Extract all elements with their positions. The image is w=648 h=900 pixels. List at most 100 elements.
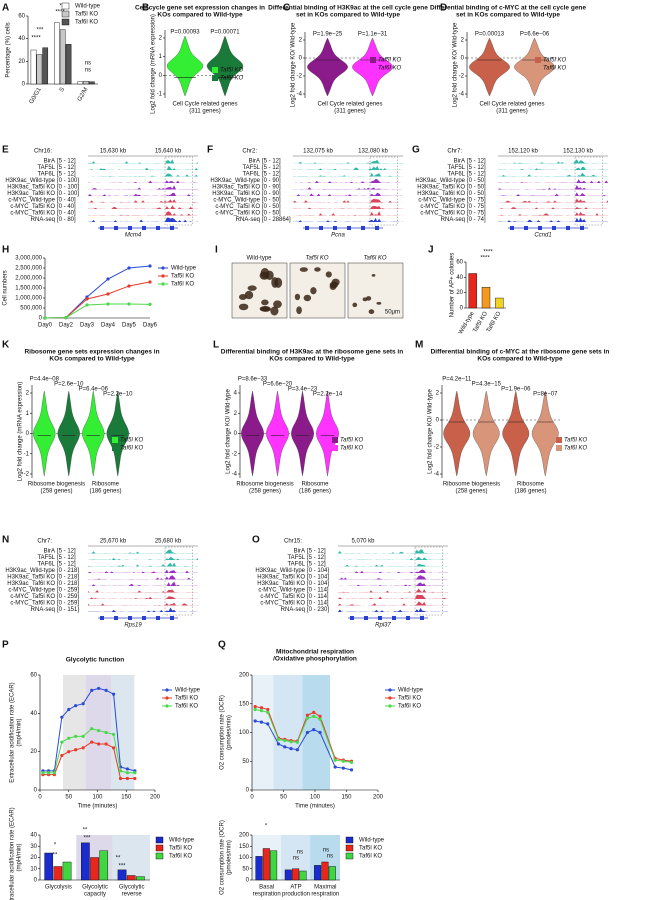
group-label: (186 genes) [299,489,331,495]
violin [266,390,289,477]
track-name: H3K9ac_Wild-type [5,568,55,574]
signal-track [498,211,608,216]
point [85,303,89,307]
track-name: TAF5L [287,555,305,561]
legend-swatch [556,445,562,451]
violin [57,390,80,477]
bar [44,852,54,881]
track-range: [0 - 90] [262,185,281,191]
panel-title: Cell cycle gene set expression changes i… [135,5,265,12]
track-name: c-MYC_Taf5l KO [10,204,55,210]
y-tick-label: 2 [461,38,465,44]
x-axis-label: Time (minutes) [295,804,335,810]
point [104,730,108,735]
track-name: TAF6L [37,562,55,568]
colony [329,281,339,289]
legend-label: Wild-type [171,266,197,272]
track-range: [0 - 100] [57,191,79,197]
point [81,746,85,750]
significance: * [265,824,268,830]
y-tick-label: 1,000,000 [15,296,42,302]
phase-band [63,675,86,790]
signal-track [88,205,198,209]
point [312,728,316,732]
exon [128,616,132,620]
panel-letter: N [2,535,9,546]
track-name: c-MYC_Wild-type [213,198,260,204]
track-name: H3K9ac_Taf5l KO [257,575,305,581]
point [148,264,152,268]
point [312,714,316,719]
panel-letter: G [412,145,420,156]
significance: *** [36,28,44,34]
point [106,302,110,306]
significance: ns [293,856,299,862]
group-label: (258 genes) [249,489,281,495]
track-name: TAF6L [37,172,55,178]
significance: **** [480,256,490,262]
chromosome: Chr2: [242,149,257,155]
y-tick-label: 100 [239,730,250,736]
point [104,742,108,746]
bar [292,868,300,881]
y-tick-label: 30 [30,844,37,850]
y-tick-label: 1,500,000 [15,286,42,292]
x-tick-label: reverse [122,892,143,898]
significance: *** [83,836,91,842]
track-range: [0 - 218] [57,581,79,587]
point [305,716,310,720]
y-tick-label: 2,500,000 [15,266,42,272]
bar [99,850,109,881]
track-range: [0 - 104] [307,581,329,587]
panel-title: Differential binding of H3K9ac at the ri… [221,349,403,356]
y-tick-label: 20 [30,749,37,755]
track-range: [0 - 40] [57,204,76,210]
signal-track [338,594,448,599]
group-label: (311 genes) [334,109,366,115]
track-name: RNA-seq [31,217,55,223]
bar [284,869,292,881]
x-tick-label: 50 [65,795,72,801]
coordinate: 152,130 kb [563,149,593,155]
x-tick-label: Day6 [143,323,158,329]
series-line [44,303,151,319]
x-tick-label: 150 [121,795,132,801]
legend-label: Taf6l KO [564,446,587,452]
panel-title: set in KOs compared to Wild-type [296,12,400,19]
track-range: [5 - 12] [57,555,76,561]
track-range: [0 - 50] [262,198,281,204]
coordinate: 132,075 kb [303,149,333,155]
chromosome: Chr7: [447,149,462,155]
y-tick-label: 200 [239,673,250,679]
y-tick-label: 0 [234,431,238,437]
exon [156,616,160,620]
signal-track [88,575,198,580]
y-axis-label: Log2 fold change KO/ Wild-type [428,388,434,473]
violin [307,37,348,97]
colony [296,306,302,315]
colony [376,301,382,305]
violin [241,390,264,477]
point [52,771,56,775]
p-value: P=4.4e−08 [30,377,60,383]
panel-title: KOs compared to Wild-type [49,356,135,363]
track-name: c-MYC_Wild-type [258,588,305,594]
violin [443,390,471,477]
point [148,280,152,284]
group-label: Ribosome [92,482,120,488]
track-range: [0 - 74] [467,217,486,223]
colony [260,267,270,279]
y-tick-label: 0 [22,82,26,88]
point [259,720,264,724]
panel-title: KOs compared to Wild-type [269,356,355,363]
y-tick-label: 2 [436,391,440,397]
image-frame [231,262,288,319]
point [104,688,108,692]
track-name: H3K9ac_Taf6l KO [257,581,305,587]
track-name: H3K9ac_Taf6l KO [212,191,260,197]
signal-track [338,582,448,586]
p-value: P=8e−07 [533,392,558,398]
point [295,740,299,744]
colony [273,300,282,309]
